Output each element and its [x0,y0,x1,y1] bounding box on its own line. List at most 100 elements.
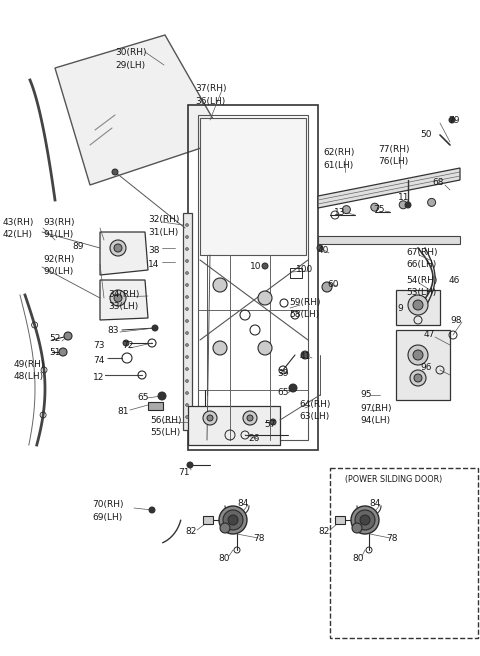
Text: 89: 89 [72,242,84,251]
Circle shape [185,236,189,239]
Text: 32(RH): 32(RH) [148,215,180,224]
Text: 100: 100 [296,265,313,274]
Text: 81: 81 [117,407,129,416]
Text: 26: 26 [248,434,259,443]
Text: 39: 39 [277,369,288,378]
Circle shape [185,367,189,371]
Text: 77(RH): 77(RH) [378,145,409,154]
Text: 92(RH): 92(RH) [43,255,74,264]
Circle shape [64,332,72,340]
Circle shape [360,515,370,525]
Text: 61(LH): 61(LH) [323,161,353,170]
Text: 52: 52 [49,334,60,343]
Circle shape [185,380,189,382]
Text: 73: 73 [93,341,105,350]
Text: 14: 14 [148,260,159,269]
Circle shape [247,415,253,421]
Circle shape [258,341,272,355]
Circle shape [185,392,189,394]
Circle shape [185,283,189,287]
Circle shape [110,240,126,256]
Text: 93(RH): 93(RH) [43,218,74,227]
Circle shape [219,506,247,534]
Circle shape [220,523,230,533]
Circle shape [301,351,309,359]
Text: 80: 80 [218,554,229,563]
Circle shape [185,331,189,335]
Polygon shape [396,290,440,325]
Circle shape [258,291,272,305]
Text: 40: 40 [318,246,329,255]
Text: 36(LH): 36(LH) [195,97,225,106]
Text: 53(LH): 53(LH) [406,288,436,297]
Circle shape [213,278,227,292]
Text: 11: 11 [398,193,409,202]
Circle shape [428,198,436,207]
Text: 59(RH): 59(RH) [289,298,321,307]
Circle shape [185,295,189,298]
Text: 58(LH): 58(LH) [289,310,319,319]
Circle shape [351,506,379,534]
Text: 65: 65 [137,393,148,402]
Circle shape [289,384,297,392]
Circle shape [399,201,407,209]
Text: 68: 68 [432,178,444,187]
Circle shape [270,419,276,425]
Circle shape [317,245,323,251]
Text: 69(LH): 69(LH) [92,513,122,522]
Text: 62(RH): 62(RH) [323,148,354,157]
Circle shape [342,205,350,214]
Text: 78: 78 [386,534,397,543]
Circle shape [413,350,423,360]
Circle shape [207,415,213,421]
Text: 63(LH): 63(LH) [299,412,329,421]
Circle shape [405,202,411,208]
Bar [203,516,213,524]
Circle shape [410,370,426,386]
Circle shape [228,515,238,525]
Text: 49(RH): 49(RH) [14,360,46,369]
Circle shape [262,263,268,269]
Polygon shape [183,213,192,430]
Text: 95: 95 [360,390,372,399]
Text: 97(RH): 97(RH) [360,404,392,413]
Bar [330,468,478,638]
Text: 94(LH): 94(LH) [360,416,390,425]
Text: 91(LH): 91(LH) [43,230,73,239]
Bar [148,402,163,410]
Polygon shape [318,168,460,208]
Circle shape [352,523,362,533]
Polygon shape [188,406,280,445]
Circle shape [123,340,129,346]
Polygon shape [55,35,225,185]
Text: 50: 50 [420,130,432,139]
Circle shape [243,411,257,425]
Text: 47: 47 [424,330,435,339]
Circle shape [152,325,158,331]
Circle shape [110,290,126,306]
Text: 55(LH): 55(LH) [150,428,180,437]
Bar [335,516,345,524]
Text: (POWER SILDING DOOR): (POWER SILDING DOOR) [345,475,442,484]
Text: 78: 78 [253,534,264,543]
Circle shape [112,169,118,175]
Text: 80: 80 [352,554,363,563]
Text: 33(LH): 33(LH) [108,302,138,311]
Polygon shape [318,236,460,244]
Circle shape [158,392,166,400]
Text: 29(LH): 29(LH) [115,61,145,70]
Text: 84: 84 [237,499,248,508]
Circle shape [413,300,423,310]
Text: 42(LH): 42(LH) [3,230,33,239]
Circle shape [185,403,189,407]
Text: 51: 51 [49,348,60,357]
Text: 83: 83 [107,326,119,335]
Circle shape [414,374,422,382]
Text: 31(LH): 31(LH) [148,228,178,237]
Circle shape [114,244,122,252]
Text: 82: 82 [318,527,329,536]
Circle shape [355,510,375,530]
Circle shape [149,507,155,513]
Polygon shape [100,232,148,275]
Circle shape [322,282,332,292]
